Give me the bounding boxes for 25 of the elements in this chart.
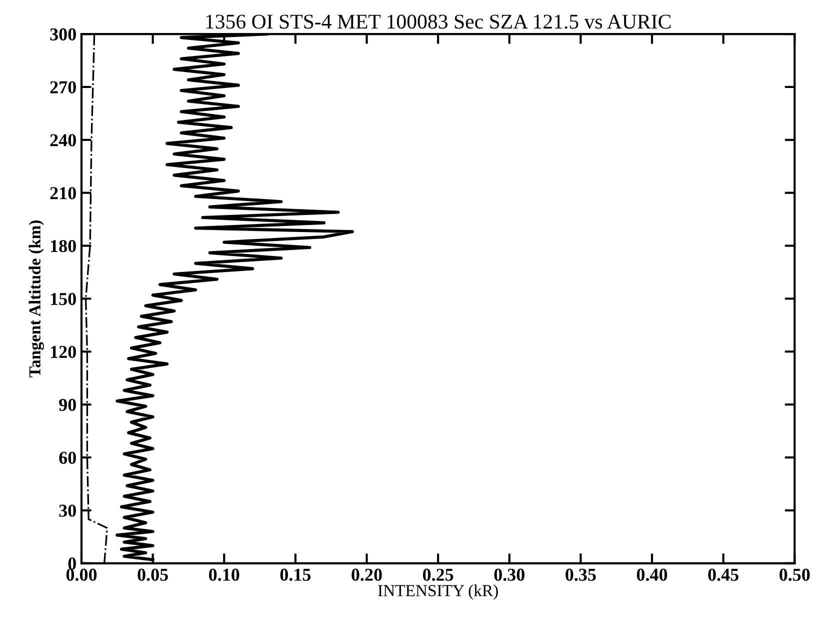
x-tick-label: 0.00	[66, 568, 97, 581]
y-tick-label: 0	[68, 558, 76, 570]
x-tick-label: 0.40	[636, 568, 668, 581]
x-tick-label: 0.05	[138, 568, 168, 581]
y-tick-label: 300	[50, 28, 76, 40]
y-tick-label: 180	[51, 240, 76, 252]
x-axis-title: INTENSITY (kR)	[378, 584, 498, 600]
x-tick-label: 0.30	[494, 568, 524, 581]
x-tick-label: 0.45	[708, 568, 738, 581]
chart-title: 1356 OI STS-4 MET 100083 Sec SZA 121.5 vs AURIC	[206, 14, 671, 29]
y-tick-label: 90	[59, 398, 76, 411]
y-tick-label: 150	[51, 292, 76, 306]
x-tick-label: 0.50	[780, 568, 810, 581]
x-tick-label: 0.10	[209, 568, 240, 581]
x-tick-label: 0.25	[422, 568, 454, 581]
y-tick-label: 240	[50, 134, 76, 146]
y-tick-label: 210	[50, 187, 76, 200]
x-tick-label: 0.35	[566, 568, 596, 581]
x-tick-label: 0.20	[352, 568, 382, 581]
y-tick-label: 60	[59, 452, 76, 464]
y-axis-title: Tangent Altitude (km)	[28, 220, 44, 378]
x-tick-label: 0.15	[280, 568, 311, 581]
y-tick-label: 30	[59, 504, 76, 517]
y-tick-label: 270	[50, 81, 76, 94]
y-tick-label: 120	[51, 346, 76, 358]
